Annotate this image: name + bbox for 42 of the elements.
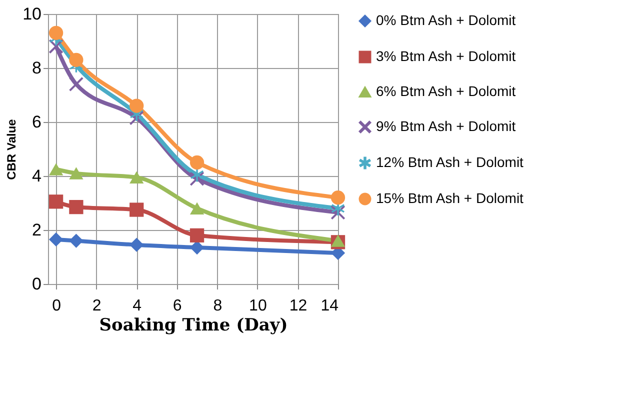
y-tick-label: 8	[32, 58, 42, 78]
y-axis-title: CBR Value	[4, 118, 19, 180]
legend-label: 12% Btm Ash + Dolomit	[376, 154, 524, 170]
y-tick-label: 6	[32, 112, 42, 132]
point	[48, 194, 64, 209]
point	[330, 190, 346, 205]
point	[130, 238, 144, 252]
point	[69, 77, 84, 92]
point	[130, 171, 144, 184]
legend-label: 9% Btm Ash + Dolomit	[376, 118, 516, 134]
point	[330, 234, 346, 247]
point	[69, 167, 84, 180]
point	[48, 26, 64, 40]
y-tick-label: 4	[32, 166, 42, 186]
legend-label: 3% Btm Ash + Dolomit	[376, 48, 516, 64]
point	[190, 202, 204, 215]
legend-label: 15% Btm Ash + Dolomit	[376, 190, 524, 206]
x-axis-title: Soaking Time (Day)	[99, 316, 288, 336]
point	[69, 234, 84, 248]
point	[190, 168, 204, 182]
point	[48, 163, 64, 176]
x-tick-label: 12	[289, 298, 308, 314]
y-tick-label: 2	[32, 220, 42, 240]
y-tick-label: 0	[32, 274, 42, 294]
point	[190, 240, 204, 255]
point	[190, 228, 204, 242]
legend-label: 0% Btm Ash + Dolomit	[376, 12, 516, 28]
point	[69, 200, 84, 214]
x-tick-label: 10	[249, 298, 267, 314]
x-tick-label: 6	[172, 298, 182, 314]
x-tick-label: 2	[92, 298, 102, 314]
y-tick-label: 10	[22, 4, 42, 24]
point	[69, 52, 84, 67]
x-tick-label: 14	[320, 298, 339, 314]
x-tick-label: 8	[213, 298, 222, 314]
x-tick-label: 4	[132, 298, 142, 314]
x-tick-label: 0	[52, 298, 62, 314]
point	[48, 232, 64, 247]
point	[190, 155, 204, 170]
point	[130, 98, 144, 113]
point	[130, 202, 144, 217]
legend-label: 6% Btm Ash + Dolomit	[376, 83, 516, 99]
